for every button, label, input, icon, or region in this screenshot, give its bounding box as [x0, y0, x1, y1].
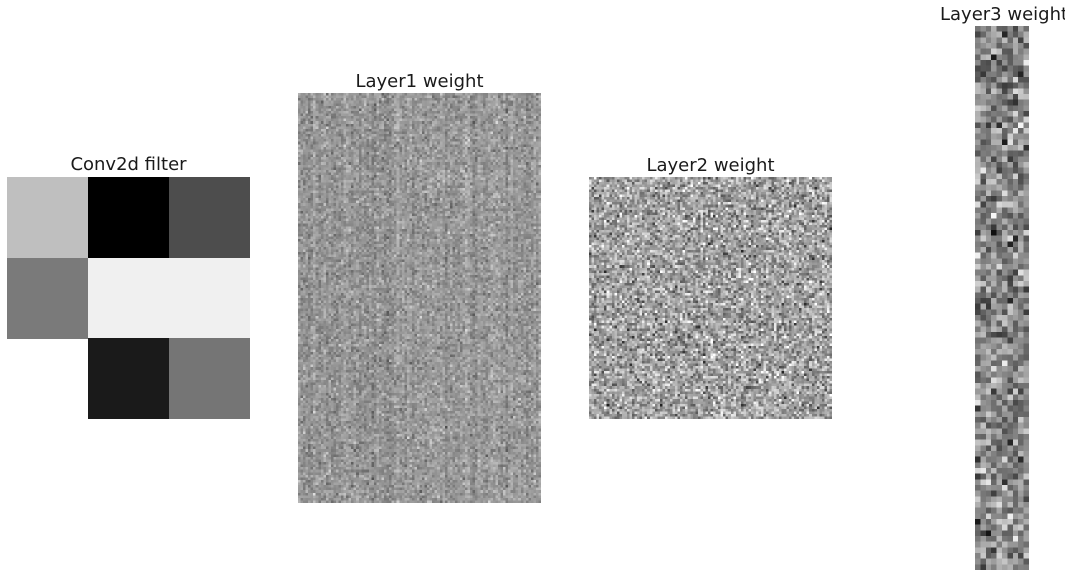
layer3-weight-panel: Layer3 weight — [940, 0, 1065, 570]
heatmap-cell — [88, 338, 169, 420]
layer3-weight-title: Layer3 weight — [940, 4, 1065, 25]
heatmap-cell — [7, 177, 88, 258]
conv2d-filter-heatmap — [7, 177, 250, 420]
layer1-weight-heatmap — [298, 93, 541, 503]
layer2-weight-panel: Layer2 weight — [589, 151, 832, 419]
layer1-weight-panel: Layer1 weight — [298, 67, 541, 503]
heatmap-cell — [88, 257, 169, 339]
layer1-weight-title: Layer1 weight — [355, 71, 484, 92]
layer2-weight-title: Layer2 weight — [646, 155, 775, 176]
heatmap-cell — [88, 177, 169, 258]
conv2d-filter-panel: Conv2d filter — [7, 150, 250, 420]
layer2-weight-heatmap — [589, 177, 832, 419]
heatmap-cell — [7, 257, 88, 339]
layer3-weight-heatmap — [975, 26, 1029, 570]
conv2d-filter-title: Conv2d filter — [70, 154, 187, 175]
heatmap-cell — [169, 338, 250, 420]
heatmap-cell — [169, 177, 250, 258]
heatmap-cell — [169, 257, 250, 339]
